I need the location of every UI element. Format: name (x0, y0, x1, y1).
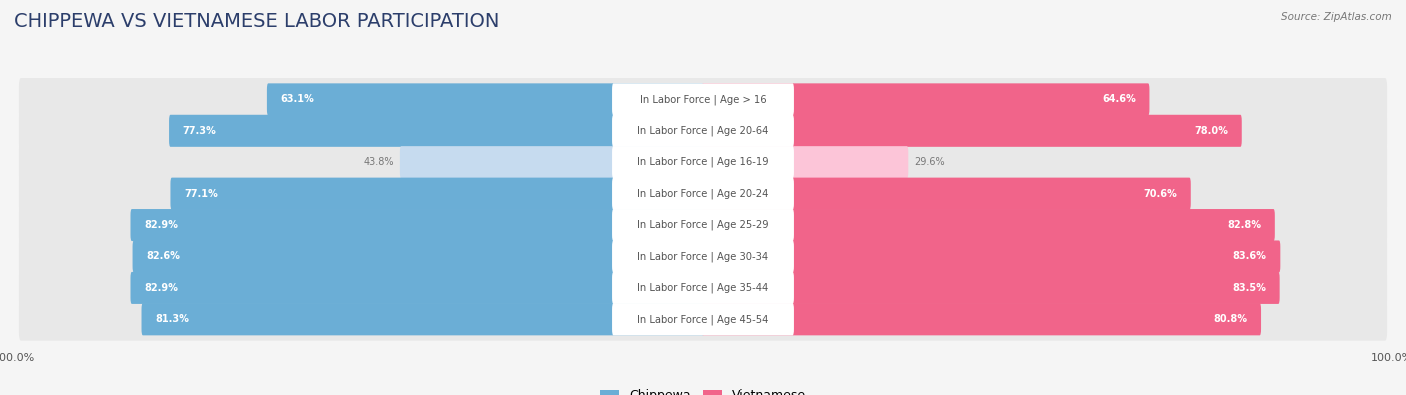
Text: 82.9%: 82.9% (145, 220, 179, 230)
Text: 83.5%: 83.5% (1232, 283, 1265, 293)
Text: In Labor Force | Age 30-34: In Labor Force | Age 30-34 (637, 251, 769, 262)
FancyBboxPatch shape (18, 267, 1388, 309)
FancyBboxPatch shape (131, 272, 704, 304)
Text: 82.9%: 82.9% (145, 283, 179, 293)
Text: 81.3%: 81.3% (155, 314, 190, 324)
Text: 83.6%: 83.6% (1233, 252, 1267, 261)
Text: 43.8%: 43.8% (364, 157, 394, 167)
FancyBboxPatch shape (399, 146, 704, 178)
Text: In Labor Force | Age > 16: In Labor Force | Age > 16 (640, 94, 766, 105)
FancyBboxPatch shape (18, 141, 1388, 184)
FancyBboxPatch shape (18, 298, 1388, 340)
Text: 82.6%: 82.6% (146, 252, 180, 261)
FancyBboxPatch shape (612, 178, 794, 210)
FancyBboxPatch shape (702, 83, 1150, 115)
FancyBboxPatch shape (702, 209, 1275, 241)
FancyBboxPatch shape (131, 209, 704, 241)
Legend: Chippewa, Vietnamese: Chippewa, Vietnamese (600, 389, 806, 395)
Text: 77.3%: 77.3% (183, 126, 217, 136)
FancyBboxPatch shape (170, 178, 704, 210)
FancyBboxPatch shape (612, 272, 794, 304)
Text: 64.6%: 64.6% (1102, 94, 1136, 104)
FancyBboxPatch shape (702, 178, 1191, 210)
Text: 29.6%: 29.6% (914, 157, 945, 167)
Text: 77.1%: 77.1% (184, 189, 218, 199)
FancyBboxPatch shape (702, 146, 908, 178)
Text: CHIPPEWA VS VIETNAMESE LABOR PARTICIPATION: CHIPPEWA VS VIETNAMESE LABOR PARTICIPATI… (14, 12, 499, 31)
FancyBboxPatch shape (132, 241, 704, 273)
FancyBboxPatch shape (612, 241, 794, 273)
FancyBboxPatch shape (612, 83, 794, 115)
FancyBboxPatch shape (169, 115, 704, 147)
FancyBboxPatch shape (142, 303, 704, 335)
FancyBboxPatch shape (702, 303, 1261, 335)
Text: 78.0%: 78.0% (1194, 126, 1227, 136)
Text: In Labor Force | Age 20-24: In Labor Force | Age 20-24 (637, 188, 769, 199)
Text: In Labor Force | Age 16-19: In Labor Force | Age 16-19 (637, 157, 769, 167)
Text: In Labor Force | Age 45-54: In Labor Force | Age 45-54 (637, 314, 769, 325)
FancyBboxPatch shape (612, 303, 794, 335)
FancyBboxPatch shape (267, 83, 704, 115)
FancyBboxPatch shape (18, 109, 1388, 152)
FancyBboxPatch shape (612, 209, 794, 241)
FancyBboxPatch shape (18, 172, 1388, 215)
Text: 70.6%: 70.6% (1143, 189, 1177, 199)
Text: 63.1%: 63.1% (281, 94, 315, 104)
Text: In Labor Force | Age 25-29: In Labor Force | Age 25-29 (637, 220, 769, 230)
Text: In Labor Force | Age 20-64: In Labor Force | Age 20-64 (637, 126, 769, 136)
Text: Source: ZipAtlas.com: Source: ZipAtlas.com (1281, 12, 1392, 22)
FancyBboxPatch shape (702, 115, 1241, 147)
Text: 82.8%: 82.8% (1227, 220, 1261, 230)
FancyBboxPatch shape (702, 272, 1279, 304)
FancyBboxPatch shape (612, 115, 794, 147)
FancyBboxPatch shape (702, 241, 1281, 273)
FancyBboxPatch shape (18, 78, 1388, 121)
Text: 80.8%: 80.8% (1213, 314, 1247, 324)
FancyBboxPatch shape (18, 204, 1388, 246)
FancyBboxPatch shape (18, 235, 1388, 278)
Text: In Labor Force | Age 35-44: In Labor Force | Age 35-44 (637, 283, 769, 293)
FancyBboxPatch shape (612, 146, 794, 178)
